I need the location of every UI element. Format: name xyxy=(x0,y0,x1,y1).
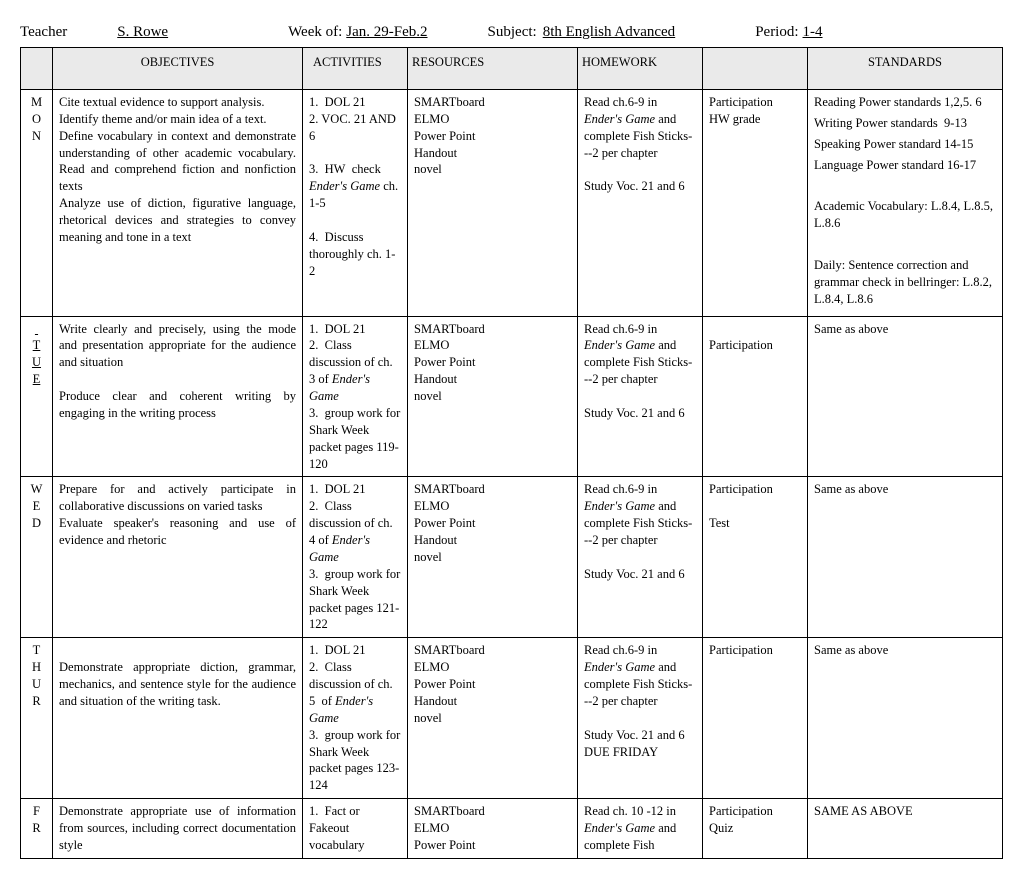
participation-cell: ParticipationHW grade xyxy=(703,89,808,316)
col-resources: RESOURCES xyxy=(408,48,578,90)
col-objectives: OBJECTIVES xyxy=(53,48,303,90)
spacer xyxy=(428,24,488,41)
objectives-cell: Demonstrate appropriate use of informati… xyxy=(53,799,303,859)
participation-cell: ParticipationTest xyxy=(703,477,808,638)
col-day xyxy=(21,48,53,90)
activities-cell: 1. DOL 212. Class discussion of ch. 3 of… xyxy=(303,316,408,477)
header-row: OBJECTIVES ACTIVITIES RESOURCES HOMEWORK… xyxy=(21,48,1003,90)
participation-cell: ParticipationQuiz xyxy=(703,799,808,859)
day-cell: WED xyxy=(21,477,53,638)
day-cell: TUE xyxy=(21,316,53,477)
activities-cell: 1. DOL 212. Class discussion of ch. 5 of… xyxy=(303,638,408,799)
table-row: MONCite textual evidence to support anal… xyxy=(21,89,1003,316)
resources-cell: SMARTboardELMOPower PointHandoutnovel xyxy=(408,638,578,799)
participation-cell: Participation xyxy=(703,638,808,799)
period-label: Period: xyxy=(755,24,798,41)
period-value: 1-4 xyxy=(803,24,823,41)
standards-cell: SAME AS ABOVE xyxy=(808,799,1003,859)
week-value: Jan. 29-Feb.2 xyxy=(346,24,427,41)
resources-cell: SMARTboardELMOPower PointHandoutnovel xyxy=(408,89,578,316)
plan-body: MONCite textual evidence to support anal… xyxy=(21,89,1003,858)
objectives-cell: Demonstrate appropriate diction, grammar… xyxy=(53,638,303,799)
homework-cell: Read ch.6-9 in Ender's Game and complete… xyxy=(578,89,703,316)
standards-cell: Reading Power standards 1,2,5. 6Writing … xyxy=(808,89,1003,316)
resources-cell: SMARTboardELMOPower PointHandoutnovel xyxy=(408,316,578,477)
spacer xyxy=(67,24,117,41)
header-line: Teacher S. Rowe Week of: Jan. 29-Feb.2 S… xyxy=(20,24,1000,41)
lesson-plan-table: OBJECTIVES ACTIVITIES RESOURCES HOMEWORK… xyxy=(20,47,1003,859)
teacher-label: Teacher xyxy=(20,24,67,41)
objectives-cell: Write clearly and precisely, using the m… xyxy=(53,316,303,477)
homework-cell: Read ch.6-9 in Ender's Game and complete… xyxy=(578,477,703,638)
activities-cell: 1. DOL 212. Class discussion of ch. 4 of… xyxy=(303,477,408,638)
day-cell: MON xyxy=(21,89,53,316)
standards-cell: Same as above xyxy=(808,638,1003,799)
homework-cell: Read ch. 10 -12 in Ender's Game and comp… xyxy=(578,799,703,859)
subject-value: 8th English Advanced xyxy=(543,24,675,41)
objectives-cell: Prepare for and actively participate in … xyxy=(53,477,303,638)
table-row: WEDPrepare for and actively participate … xyxy=(21,477,1003,638)
activities-cell: 1. DOL 212. VOC. 21 AND 63. HW check End… xyxy=(303,89,408,316)
activities-cell: 1. Fact or Fakeout vocabulary xyxy=(303,799,408,859)
col-participation xyxy=(703,48,808,90)
objectives-cell: Cite textual evidence to support analysi… xyxy=(53,89,303,316)
participation-cell: Participation xyxy=(703,316,808,477)
table-row: THURDemonstrate appropriate diction, gra… xyxy=(21,638,1003,799)
day-cell: THUR xyxy=(21,638,53,799)
spacer xyxy=(168,24,288,41)
day-cell: FR xyxy=(21,799,53,859)
week-label: Week of: xyxy=(288,24,342,41)
teacher-value: S. Rowe xyxy=(117,24,168,41)
subject-label: Subject: xyxy=(488,24,537,41)
standards-cell: Same as above xyxy=(808,477,1003,638)
table-row: TUEWrite clearly and precisely, using th… xyxy=(21,316,1003,477)
table-row: FRDemonstrate appropriate use of informa… xyxy=(21,799,1003,859)
homework-cell: Read ch.6-9 in Ender's Game and complete… xyxy=(578,638,703,799)
standards-cell: Same as above xyxy=(808,316,1003,477)
resources-cell: SMARTboardELMOPower Point xyxy=(408,799,578,859)
col-activities: ACTIVITIES xyxy=(303,48,408,90)
resources-cell: SMARTboardELMOPower PointHandoutnovel xyxy=(408,477,578,638)
spacer xyxy=(675,24,755,41)
col-standards: STANDARDS xyxy=(808,48,1003,90)
homework-cell: Read ch.6-9 in Ender's Game and complete… xyxy=(578,316,703,477)
col-homework: HOMEWORK xyxy=(578,48,703,90)
